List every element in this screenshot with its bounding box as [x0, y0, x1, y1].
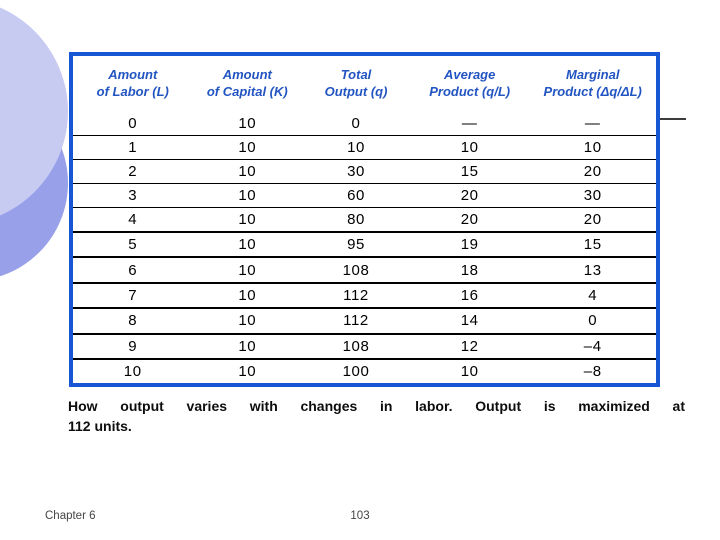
table-cell: 80 — [347, 211, 365, 228]
table-cell: 20 — [460, 211, 479, 228]
table-cell: 30 — [583, 186, 602, 204]
col-header-marginal-product: Marginal Product (Δq/ΔL) — [529, 56, 656, 112]
table-cell: 30 — [347, 162, 365, 180]
table-cell: 15 — [583, 236, 602, 254]
table-row: 4 10 80 20 20 — [73, 207, 656, 232]
table-cell: 18 — [460, 261, 479, 279]
table-row: 6 10 108 18 13 — [73, 257, 656, 282]
table-cell: 8 — [128, 312, 138, 330]
table-cell: — — [461, 114, 478, 132]
col-header-line: Average — [444, 67, 496, 83]
table-row: 8 10 112 14 0 — [73, 308, 656, 333]
table-cell: 14 — [460, 312, 479, 330]
col-header-total-output: Total Output (q) — [302, 56, 410, 112]
table-cell: 108 — [342, 261, 370, 279]
col-header-line: Output (q) — [324, 84, 388, 99]
table-cell: 0 — [351, 114, 361, 132]
table-cell: 1 — [128, 138, 138, 156]
table-cell: 10 — [238, 138, 257, 156]
table-cell: 108 — [342, 337, 370, 355]
table-cell: 100 — [342, 362, 370, 380]
table-cell: 95 — [347, 236, 365, 254]
col-header-line: Marginal — [565, 67, 620, 83]
table-cell: 20 — [583, 162, 602, 180]
table-cell: 10 — [238, 362, 257, 380]
table-cell: 10 — [347, 138, 365, 156]
table-cell: 112 — [343, 312, 369, 330]
table-row: 3 10 60 20 30 — [73, 183, 656, 207]
table-cell: 4 — [588, 286, 598, 304]
col-header-average-product: Average Product (q/L) — [410, 56, 530, 112]
col-header-line: Product (Δq/ΔL) — [543, 84, 642, 99]
table-cell: 10 — [238, 261, 257, 279]
table-cell: 10 — [238, 236, 257, 254]
table-cell: 10 — [238, 162, 257, 180]
table-header-row: Amount of Labor (L) Amount of Capital (K… — [73, 56, 656, 112]
table-cell: 4 — [128, 211, 138, 228]
table-cell: 10 — [460, 362, 479, 380]
col-header-labor: Amount of Labor (L) — [73, 56, 193, 112]
table-cell: 6 — [128, 261, 138, 279]
footer-page-number: 103 — [350, 510, 370, 522]
table-row: 5 10 95 19 15 — [73, 232, 656, 257]
table-cell: 20 — [583, 211, 602, 228]
table-cell: 5 — [128, 236, 138, 254]
table-cell: 19 — [460, 236, 479, 254]
table-cell: 12 — [460, 337, 479, 355]
footer-chapter-label: Chapter 6 — [45, 510, 96, 522]
caption-line-2: 112 units. — [68, 418, 132, 434]
table-cell: 3 — [128, 186, 138, 204]
table-cell: 0 — [588, 312, 598, 330]
table-cell: — — [584, 114, 601, 132]
col-header-line: Total — [340, 67, 372, 83]
col-header-line: of Labor (L) — [96, 84, 169, 99]
table-row: 1 10 10 10 10 — [73, 135, 656, 159]
table-cell: 10 — [583, 138, 602, 156]
col-header-line: Product (q/L) — [429, 84, 511, 99]
table-cell: 7 — [128, 286, 138, 304]
table-cell: 10 — [123, 362, 142, 380]
table-cell: 0 — [128, 114, 138, 132]
table-cell: 60 — [347, 186, 365, 204]
caption-line-1: How output varies with changes in labor.… — [68, 398, 685, 414]
table-cell: 15 — [460, 162, 479, 180]
table-cell: 9 — [128, 337, 138, 355]
table-row: 7 10 112 16 4 — [73, 282, 656, 308]
col-header-capital: Amount of Capital (K) — [193, 56, 303, 112]
decor-dash — [660, 118, 686, 120]
table-cell: 13 — [583, 261, 602, 279]
table-cell: 10 — [460, 138, 479, 156]
table-cell: 20 — [460, 186, 479, 204]
table-cell: 16 — [460, 286, 479, 304]
table-row: 10 10 100 10 –8 — [73, 358, 656, 383]
table-cell: –4 — [583, 337, 602, 355]
table-cell: 10 — [238, 337, 257, 355]
table-cell: 2 — [128, 162, 138, 180]
col-header-line: Amount — [222, 67, 272, 83]
table-row: 0 10 0 — — — [73, 112, 656, 135]
col-header-line: Amount — [108, 67, 158, 83]
table-row: 2 10 30 15 20 — [73, 159, 656, 183]
table-cell: 10 — [238, 211, 257, 228]
production-table-grid: Amount of Labor (L) Amount of Capital (K… — [73, 56, 656, 383]
table-cell: 10 — [238, 186, 257, 204]
caption: How output varies with changes in labor.… — [68, 396, 685, 436]
table-cell: 112 — [343, 286, 369, 304]
table-cell: 10 — [238, 114, 257, 132]
table-cell: –8 — [583, 362, 602, 380]
col-header-line: of Capital (K) — [206, 84, 288, 99]
table-cell: 10 — [238, 286, 257, 304]
production-table: Amount of Labor (L) Amount of Capital (K… — [69, 52, 660, 387]
table-cell: 10 — [238, 312, 257, 330]
table-row: 9 10 108 12 –4 — [73, 333, 656, 359]
